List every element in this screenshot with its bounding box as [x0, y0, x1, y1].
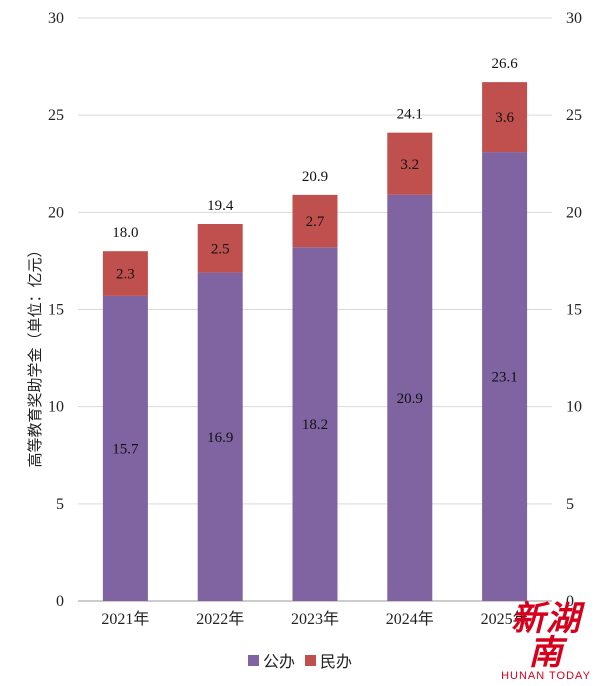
bar-gongban — [197, 272, 243, 601]
bar-minban — [387, 132, 433, 195]
y-tick-label-right: 20 — [566, 204, 582, 221]
y-tick-label-left: 30 — [48, 10, 64, 27]
y-axis-left: 0 5 10 15 20 25 30 — [48, 10, 64, 610]
y-axis-right: 0 5 10 15 20 25 30 — [566, 10, 582, 610]
bar-minban — [482, 82, 528, 153]
data-label-total: 24.1 — [397, 107, 423, 123]
x-tick-label: 2022年 — [196, 610, 244, 628]
x-tick-label: 2023年 — [291, 610, 339, 628]
data-label-gongban: 15.7 — [112, 441, 139, 457]
data-label-total: 20.9 — [302, 169, 328, 185]
data-label-total: 18.0 — [112, 225, 138, 241]
data-label-gongban: 18.2 — [302, 417, 328, 433]
bar-gongban — [387, 194, 433, 602]
watermark-en: HUNAN TODAY — [501, 670, 591, 682]
legend-item-gongban: 公办 — [248, 648, 295, 672]
y-tick-label-right: 15 — [566, 302, 582, 319]
legend-item-minban: 民办 — [305, 648, 352, 672]
y-tick-label-right: 0 — [566, 593, 574, 610]
y-tick-label-right: 30 — [566, 10, 582, 27]
bar-gongban — [292, 247, 338, 601]
legend-label-gongban: 公办 — [263, 654, 296, 671]
x-axis: 2021年 2022年 2023年 2024年 2025年 — [101, 610, 528, 628]
y-tick-label-right: 5 — [566, 496, 574, 513]
data-label-minban: 3.2 — [400, 157, 419, 173]
data-label-gongban: 20.9 — [397, 391, 423, 407]
y-tick-label-right: 10 — [566, 399, 582, 416]
data-label-minban: 3.6 — [495, 110, 514, 126]
bar-minban — [197, 223, 243, 273]
bar-gongban — [482, 152, 528, 601]
legend: 公办 民办 — [248, 648, 352, 672]
x-tick-label: 2024年 — [386, 610, 434, 628]
bar-minban — [102, 251, 148, 296]
watermark-cn: 新湖南 — [511, 599, 581, 673]
y-axis-label: 高等教育奖助学金（单位：亿元） — [26, 242, 44, 467]
y-tick-label-right: 25 — [566, 107, 582, 124]
legend-label-minban: 民办 — [320, 654, 353, 671]
legend-swatch-gongban — [248, 654, 259, 666]
bar-gongban — [102, 295, 148, 601]
x-tick-label: 2021年 — [101, 610, 149, 628]
data-label-minban: 2.5 — [211, 241, 230, 257]
y-tick-label-left: 15 — [48, 302, 64, 319]
data-labels: 15.7 2.3 18.0 16.9 2.5 19.4 18.2 2.7 20.9 20.9 3.2… — [112, 56, 518, 457]
x-tick-label: 2025年 — [481, 610, 529, 628]
data-label-minban: 2.7 — [306, 214, 325, 230]
data-label-minban: 2.3 — [116, 267, 135, 283]
y-tick-label-left: 10 — [48, 399, 64, 416]
data-label-gongban: 16.9 — [207, 430, 233, 446]
data-label-total: 19.4 — [207, 198, 234, 214]
data-label-gongban: 23.1 — [491, 370, 517, 386]
y-tick-label-left: 25 — [48, 107, 64, 124]
bars — [102, 82, 528, 602]
watermark-logo: 新湖南 HUNAN TODAY — [496, 602, 596, 682]
bar-minban — [292, 194, 338, 248]
y-tick-label-left: 5 — [56, 496, 64, 513]
data-label-total: 26.6 — [491, 56, 518, 72]
legend-swatch-minban — [305, 654, 317, 666]
y-tick-label-left: 20 — [48, 204, 64, 221]
y-tick-label-left: 0 — [56, 593, 64, 610]
